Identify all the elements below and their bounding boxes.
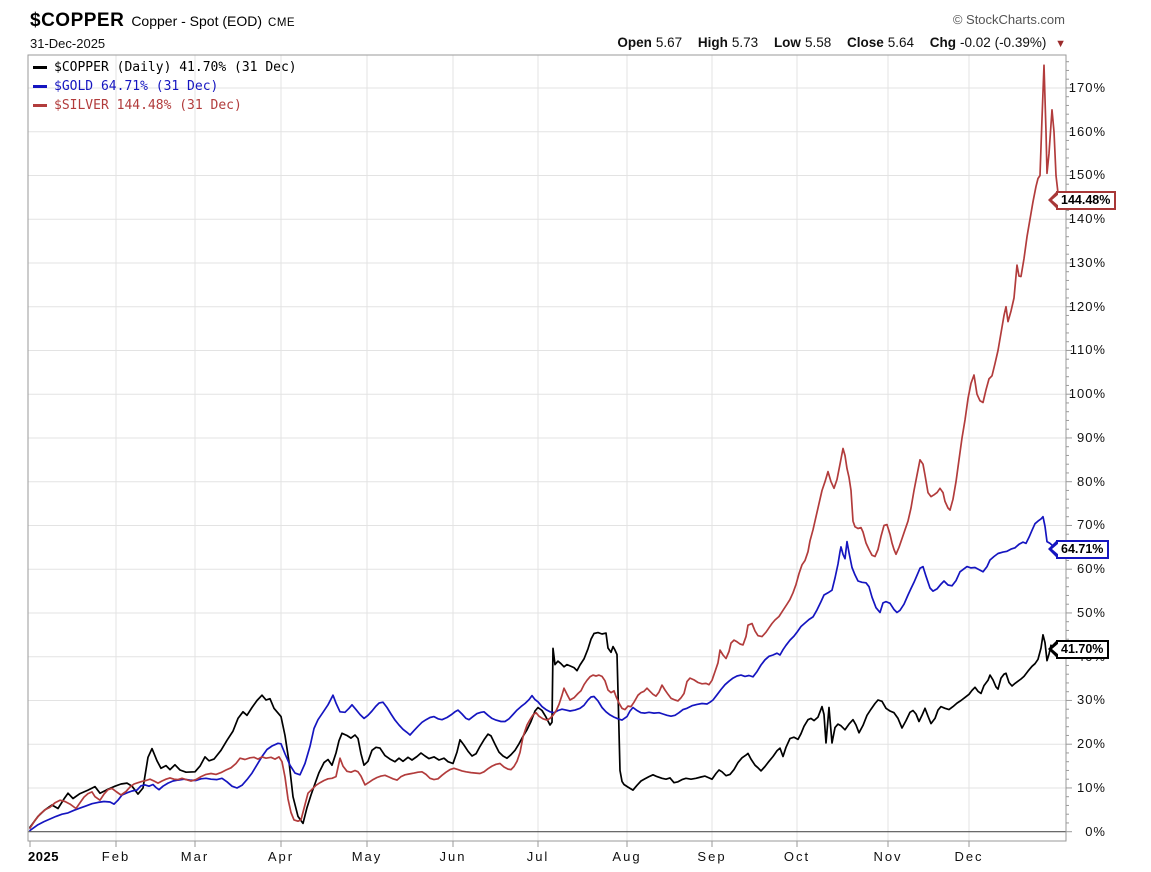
legend-row: $GOLD 64.71% (31 Dec) <box>33 77 297 96</box>
low-value: 5.58 <box>804 35 832 50</box>
stockcharts-copyright: © StockCharts.com <box>952 12 1065 27</box>
y-tick-label: 100% <box>1068 386 1106 402</box>
price-label-arrow-inner <box>1052 193 1059 206</box>
plot-frame <box>27 54 1067 842</box>
chart-legend: $COPPER (Daily) 41.70% (31 Dec) $GOLD 64.… <box>33 58 297 115</box>
price-label-arrow-inner <box>1052 643 1059 656</box>
y-tick-label: 150% <box>1068 167 1106 183</box>
y-tick-label: 160% <box>1068 123 1106 139</box>
legend-dash-icon <box>33 85 47 88</box>
price-label-arrow-inner <box>1052 542 1059 555</box>
chart-title: $COPPER Copper - Spot (EOD) CME <box>30 10 295 32</box>
legend-dash-icon <box>33 104 47 107</box>
close-value: 5.64 <box>887 35 915 50</box>
x-month-label: May <box>351 849 383 864</box>
low-label: Low <box>773 35 801 50</box>
quote-date: 31-Dec-2025 <box>30 36 106 51</box>
x-month-label: Jun <box>439 849 467 864</box>
series-line-silver <box>29 64 1061 830</box>
y-tick-label: 20% <box>1076 736 1106 752</box>
y-tick-label: 110% <box>1069 342 1106 358</box>
y-tick-label: 60% <box>1076 561 1106 577</box>
y-tick-label: 140% <box>1068 211 1106 227</box>
last-price-label: 144.48% <box>1056 190 1117 210</box>
symbol-label: $COPPER <box>30 10 125 31</box>
open-label: Open <box>617 35 652 50</box>
y-tick-label: 130% <box>1068 254 1106 270</box>
legend-row: $SILVER 144.48% (31 Dec) <box>33 96 297 115</box>
y-tick-label: 80% <box>1076 473 1106 489</box>
chg-label: Chg <box>929 35 957 50</box>
y-tick-label: 120% <box>1068 298 1106 314</box>
y-tick-label: 30% <box>1076 692 1106 708</box>
y-tick-label: 10% <box>1076 779 1106 795</box>
series-line-copper <box>29 631 1061 829</box>
y-tick-label: 90% <box>1076 429 1106 445</box>
y-tick-label: 50% <box>1076 604 1106 620</box>
open-value: 5.67 <box>655 35 683 50</box>
symbol-description: Copper - Spot (EOD) <box>131 13 263 29</box>
series-line-gold <box>29 515 1061 832</box>
ohlc-quote-bar: Open 5.67 High 5.73 Low 5.58 Close 5.64 Chg -… <box>617 35 1066 50</box>
high-value: 5.73 <box>731 35 759 50</box>
x-month-label: Apr <box>267 849 295 864</box>
x-month-label: Dec <box>954 849 984 864</box>
x-month-label: Feb <box>101 849 131 864</box>
x-month-label: Nov <box>873 849 903 864</box>
chg-down-triangle-icon: ▼ <box>1055 38 1066 50</box>
x-month-label: Aug <box>612 849 642 864</box>
x-year-label: 2025 <box>28 849 59 864</box>
exchange-label: CME <box>268 17 296 29</box>
legend-row: $COPPER (Daily) 41.70% (31 Dec) <box>33 58 297 77</box>
y-tick-label: 0% <box>1085 823 1106 839</box>
legend-label: $SILVER 144.48% (31 Dec) <box>54 98 242 113</box>
legend-label: $COPPER (Daily) 41.70% (31 Dec) <box>54 60 297 75</box>
close-label: Close <box>846 35 884 50</box>
legend-label: $GOLD 64.71% (31 Dec) <box>54 79 219 94</box>
x-month-label: Sep <box>697 849 727 864</box>
x-month-label: Mar <box>180 849 210 864</box>
last-price-label: 41.70% <box>1056 640 1110 660</box>
high-label: High <box>697 35 728 50</box>
legend-dash-icon <box>33 66 47 69</box>
x-month-label: Oct <box>783 849 811 864</box>
y-tick-label: 70% <box>1076 517 1106 533</box>
y-tick-label: 170% <box>1068 79 1106 95</box>
last-price-label: 64.71% <box>1056 539 1110 559</box>
chg-value: -0.02 (-0.39%) <box>960 35 1047 50</box>
x-month-label: Jul <box>526 849 550 864</box>
